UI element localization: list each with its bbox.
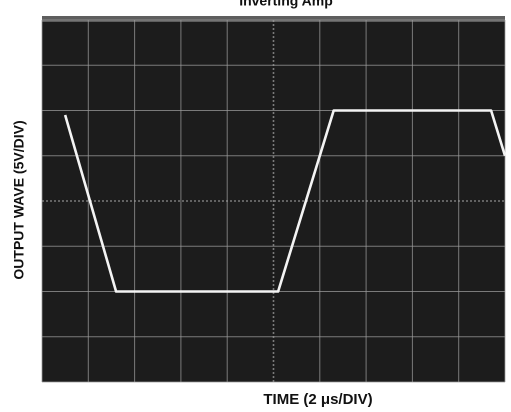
x-axis-label: TIME (2 μs/DIV) (263, 391, 372, 408)
screen-edge (42, 16, 505, 22)
scope-screen (42, 16, 505, 382)
trace-line (63, 109, 507, 293)
y-axis-label: OUTPUT WAVE (5V/DIV) (11, 120, 27, 279)
chart-title: Inverting Amp (239, 0, 333, 9)
